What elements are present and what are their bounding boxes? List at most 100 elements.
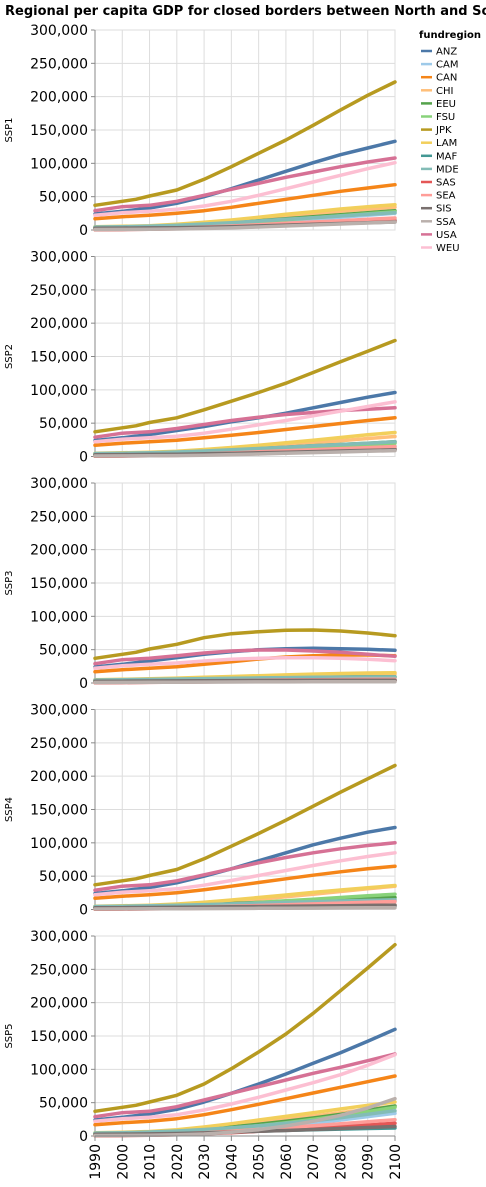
legend-item-cam: CAM: [421, 60, 458, 71]
row-label: SSP5: [4, 1023, 15, 1048]
series-line-jpk: [93, 942, 397, 1114]
facet-panels: 0 50,000 100,000 150,000 200,000 250,000 300,0…: [4, 23, 397, 1145]
series-line-weu: [93, 656, 397, 671]
x-tick-label: 2030: [197, 1144, 213, 1180]
legend-label: SIS: [436, 204, 452, 215]
y-tick-label: 150,000: [30, 576, 88, 592]
y-tick-label: 0: [79, 903, 88, 919]
legend-label: SSA: [436, 217, 456, 228]
y-tick-label: 100,000: [30, 609, 88, 625]
series-group: [93, 338, 397, 458]
y-tick-label: 0: [79, 1129, 88, 1145]
series-line-jpk: [93, 338, 397, 434]
series-line-can: [93, 416, 397, 447]
x-tick-label: 2060: [279, 1144, 295, 1180]
x-tick-label: 2080: [333, 1144, 349, 1180]
y-tick-label: 100,000: [30, 1062, 88, 1078]
row-label: SSP3: [4, 570, 15, 595]
legend-item-usa: USA: [421, 230, 457, 241]
legend-title: fundregion: [419, 30, 481, 41]
series-line-weu: [93, 400, 397, 444]
y-tick-label: 200,000: [30, 769, 88, 785]
y-tick-label: 200,000: [30, 543, 88, 559]
legend-label: CAM: [436, 60, 458, 71]
series-line-mde: [93, 1108, 397, 1135]
y-tick-label: 150,000: [30, 123, 88, 139]
legend-item-eeu: EEU: [421, 99, 456, 110]
legend-label: SEA: [436, 191, 456, 202]
legend-item-ssa: SSA: [421, 217, 456, 228]
series-line-ssa: [93, 679, 397, 685]
legend-item-lam: LAM: [421, 138, 457, 149]
legend-label: ANZ: [436, 47, 457, 58]
series-line-usa: [93, 1052, 397, 1119]
series-line-jpk: [93, 763, 397, 887]
x-tick-label: 1990: [88, 1144, 104, 1180]
y-tick-label: 50,000: [39, 869, 88, 885]
legend-item-sis: SIS: [421, 204, 452, 215]
series-group: [93, 763, 397, 911]
x-tick-label: 2010: [143, 1144, 159, 1180]
series-line-weu: [93, 851, 397, 897]
y-tick-label: 300,000: [30, 250, 88, 266]
panel-ssp3: 0 50,000 100,000 150,000 200,000 250,000 300,0…: [4, 476, 397, 692]
y-tick-label: 100,000: [30, 156, 88, 172]
legend-label: MDE: [436, 164, 459, 175]
legend-item-fsu: FSU: [421, 112, 455, 123]
series-line-anz: [93, 139, 397, 216]
series-line-can: [93, 1074, 397, 1127]
row-label: SSP4: [4, 797, 15, 822]
legend-item-mde: MDE: [421, 164, 459, 175]
legend-label: JPK: [435, 125, 452, 136]
panel-ssp5: 0 50,000 100,000 150,000 200,000 250,000 300,0…: [4, 929, 397, 1145]
y-tick-label: 150,000: [30, 1029, 88, 1045]
series-line-usa: [93, 841, 397, 892]
x-tick-label: 2070: [306, 1144, 322, 1180]
y-tick-label: 300,000: [30, 23, 88, 39]
series-line-ssa: [93, 1096, 397, 1138]
series-line-usa: [93, 156, 397, 213]
series-group: [93, 628, 397, 685]
legend-item-weu: WEU: [421, 243, 460, 254]
series-line-can: [93, 864, 397, 900]
y-tick-label: 150,000: [30, 803, 88, 819]
row-label: SSP1: [4, 117, 15, 142]
legend-item-anz: ANZ: [421, 47, 457, 58]
series-line-jpk: [93, 628, 397, 661]
x-tick-label: 2100: [388, 1144, 404, 1180]
chart-title: Regional per capita GDP for closed borde…: [5, 4, 486, 19]
series-line-jpk: [93, 80, 397, 208]
y-tick-label: 250,000: [30, 283, 88, 299]
legend-label: MAF: [436, 151, 457, 162]
legend-label: CAN: [436, 73, 457, 84]
legend-label: SAS: [436, 178, 456, 189]
legend-label: LAM: [436, 138, 457, 149]
y-tick-label: 50,000: [39, 190, 88, 206]
y-tick-label: 200,000: [30, 316, 88, 332]
y-tick-label: 250,000: [30, 56, 88, 72]
series-line-usa: [93, 648, 397, 666]
y-tick-label: 50,000: [39, 416, 88, 432]
x-tick-label: 2040: [224, 1144, 240, 1180]
series-line-ssa: [93, 905, 397, 911]
series-line-ssa: [93, 220, 397, 232]
y-tick-label: 50,000: [39, 643, 88, 659]
series-line-can: [93, 182, 397, 221]
legend-label: WEU: [436, 243, 460, 254]
y-tick-label: 0: [79, 223, 88, 239]
panel-ssp4: 0 50,000 100,000 150,000 200,000 250,000 300,0…: [4, 703, 397, 919]
y-tick-label: 300,000: [30, 476, 88, 492]
legend-item-sea: SEA: [421, 191, 456, 202]
x-tick-label: 2020: [170, 1144, 186, 1180]
y-tick-label: 150,000: [30, 350, 88, 366]
series-line-weu: [93, 1052, 397, 1124]
x-tick-label: 2000: [115, 1144, 131, 1180]
legend-item-chi: CHI: [421, 86, 453, 97]
series-group: [93, 942, 397, 1138]
y-tick-label: 200,000: [30, 90, 88, 106]
series-line-weu: [93, 160, 397, 218]
y-tick-label: 250,000: [30, 962, 88, 978]
y-tick-label: 100,000: [30, 836, 88, 852]
series-group: [93, 80, 397, 232]
